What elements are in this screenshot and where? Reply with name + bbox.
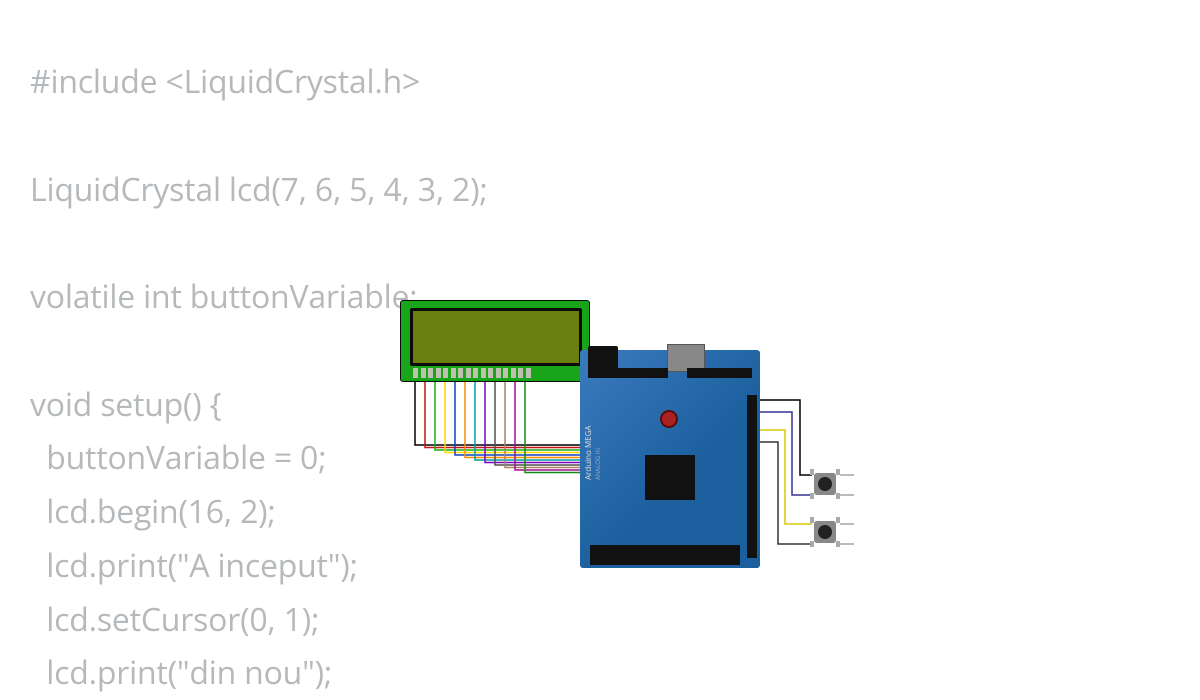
push-button-1 xyxy=(810,470,840,498)
board-label: Arduino MEGA ANALOG IN xyxy=(583,420,602,480)
lcd-module xyxy=(400,300,590,382)
push-button-cap xyxy=(818,477,832,491)
lcd-screen xyxy=(410,308,582,366)
pin-header-side xyxy=(747,395,757,558)
board-name-text: Arduino MEGA xyxy=(583,420,594,480)
push-button-2 xyxy=(810,518,840,546)
pin-header-top-left xyxy=(588,368,668,378)
lcd-pin-row xyxy=(413,368,577,378)
arduino-mega-board: Arduino MEGA ANALOG IN xyxy=(580,350,760,568)
mcu-chip xyxy=(645,455,695,500)
power-jack xyxy=(588,346,618,370)
circuit-diagram: Arduino MEGA ANALOG IN xyxy=(380,300,900,580)
board-sublabel-text: ANALOG IN xyxy=(594,420,602,480)
pin-header-top-right xyxy=(687,368,752,378)
push-button-cap xyxy=(818,525,832,539)
reset-button xyxy=(660,410,678,428)
pin-header-bottom xyxy=(590,545,740,565)
